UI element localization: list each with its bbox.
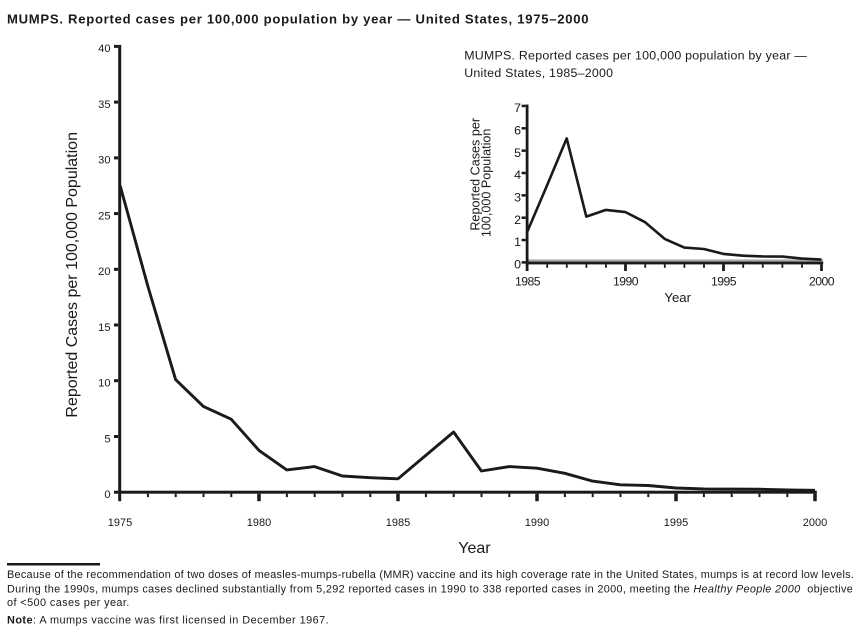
svg-text:During the 1990s, mumps cases: During the 1990s, mumps cases declined s… — [7, 584, 853, 596]
svg-text:United States, 1985–2000: United States, 1985–2000 — [464, 66, 613, 80]
svg-text:1985: 1985 — [515, 275, 541, 289]
svg-text:1990: 1990 — [613, 275, 639, 289]
svg-text:5: 5 — [104, 433, 110, 445]
svg-text:6: 6 — [514, 124, 521, 138]
svg-text:Year: Year — [664, 290, 691, 305]
svg-text:25: 25 — [98, 210, 110, 222]
svg-text:MUMPS. Reported cases per 100,: MUMPS. Reported cases per 100,000 popula… — [464, 49, 807, 63]
svg-text:20: 20 — [98, 266, 110, 278]
svg-text:4: 4 — [514, 168, 521, 182]
svg-text:MUMPS. Reported cases per 100,: MUMPS. Reported cases per 100,000 popula… — [7, 12, 589, 27]
svg-text:Reported Cases per: Reported Cases per — [469, 118, 483, 231]
svg-text:Year: Year — [458, 540, 491, 557]
svg-text:1990: 1990 — [525, 517, 549, 529]
svg-text:Note: A mumps vaccine was firs: Note: A mumps vaccine was first licensed… — [7, 614, 329, 626]
svg-text:0: 0 — [104, 489, 110, 501]
svg-text:1: 1 — [514, 235, 521, 249]
svg-text:1995: 1995 — [664, 517, 688, 529]
svg-text:100,000 Population: 100,000 Population — [480, 129, 494, 238]
svg-text:1980: 1980 — [247, 517, 271, 529]
svg-text:2000: 2000 — [809, 275, 835, 289]
svg-text:1985: 1985 — [386, 517, 410, 529]
svg-text:2: 2 — [514, 213, 521, 227]
svg-text:of <500 cases per year.: of <500 cases per year. — [7, 597, 130, 609]
svg-text:5: 5 — [514, 146, 521, 160]
svg-text:Because of the recommendation: Because of the recommendation of two dos… — [7, 569, 854, 581]
svg-text:30: 30 — [98, 155, 110, 167]
svg-text:10: 10 — [98, 378, 110, 390]
svg-text:0: 0 — [514, 258, 521, 272]
svg-text:3: 3 — [514, 191, 521, 205]
svg-text:2000: 2000 — [803, 517, 827, 529]
svg-text:1975: 1975 — [108, 517, 132, 529]
svg-text:7: 7 — [514, 101, 521, 115]
svg-text:35: 35 — [98, 99, 110, 111]
svg-text:1995: 1995 — [711, 275, 737, 289]
svg-text:15: 15 — [98, 322, 110, 334]
svg-text:40: 40 — [98, 43, 110, 55]
svg-text:Reported Cases per 100,000 Pop: Reported Cases per 100,000 Population — [64, 132, 81, 418]
